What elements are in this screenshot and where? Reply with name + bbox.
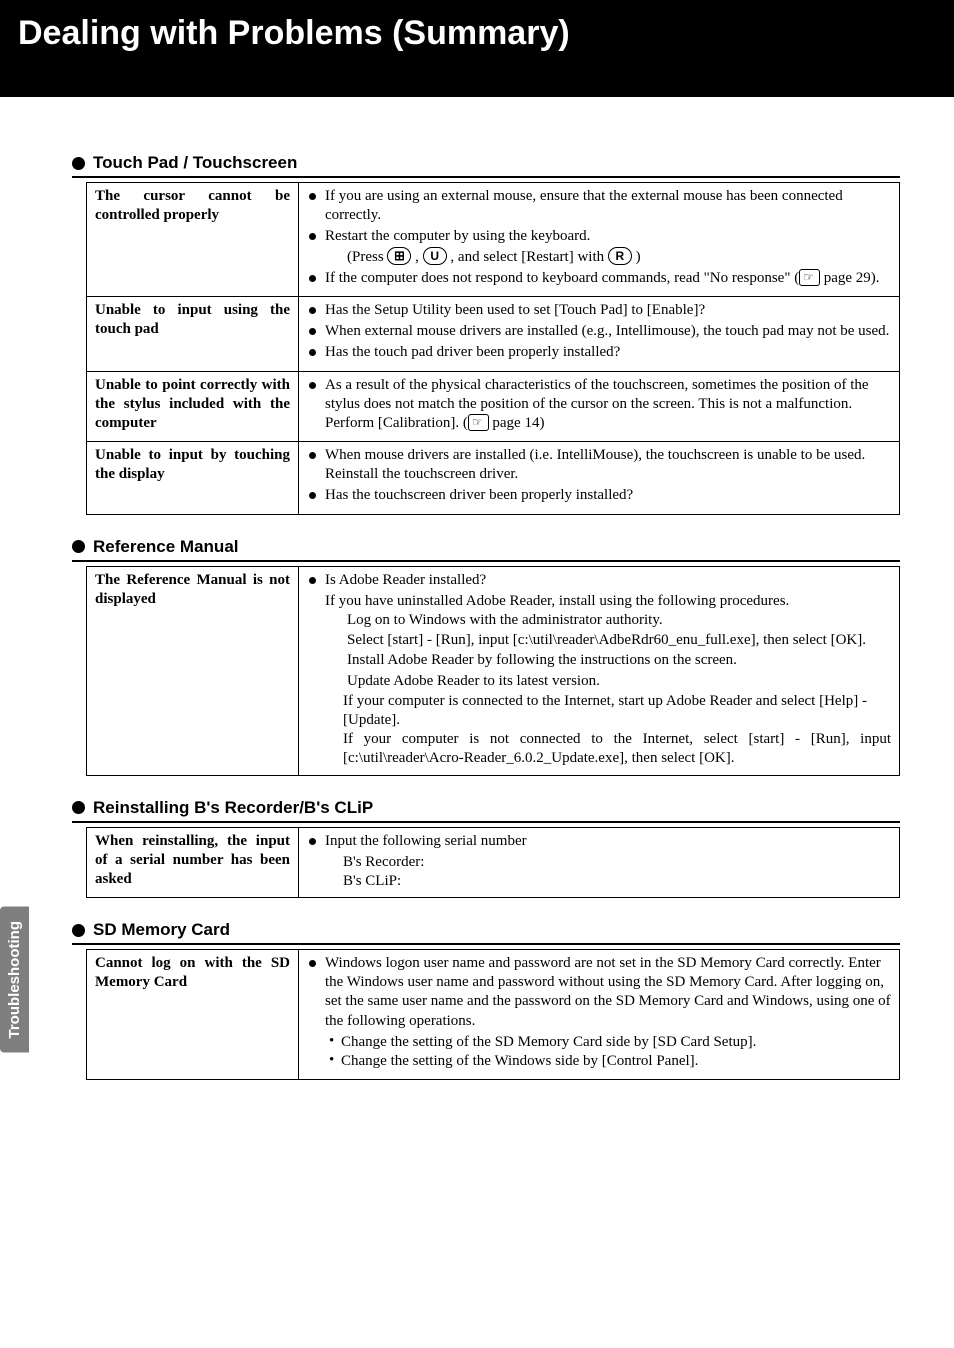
step-list: Log on to Windows with the administrator… xyxy=(307,611,891,691)
row-label: Unable to input using the touch pad xyxy=(87,296,299,371)
row-content: As a result of the physical characterist… xyxy=(299,371,900,442)
page-ref-icon xyxy=(468,414,489,431)
section-heading-label: SD Memory Card xyxy=(93,920,230,940)
row-content: When mouse drivers are installed (i.e. I… xyxy=(299,442,900,515)
row-content: Is Adobe Reader installed? If you have u… xyxy=(299,566,900,775)
list-item: Has the touchscreen driver been properly… xyxy=(307,486,891,505)
row-content: If you are using an external mouse, ensu… xyxy=(299,183,900,297)
sub-item: Change the setting of the Windows side b… xyxy=(325,1052,891,1071)
list-item: Input the following serial number xyxy=(307,832,891,851)
list-item: Has the touch pad driver been properly i… xyxy=(307,343,891,362)
content-area: Troubleshooting Touch Pad / Touchscreen … xyxy=(0,97,954,1110)
row-label: Unable to point correctly with the stylu… xyxy=(87,371,299,442)
windows-key-icon xyxy=(387,247,411,265)
section-heading-label: Touch Pad / Touchscreen xyxy=(93,153,297,173)
table-row: Unable to input using the touch pad Has … xyxy=(87,296,900,371)
list-item: Has the Setup Utility been used to set [… xyxy=(307,301,891,320)
title-bar: Dealing with Problems (Summary) xyxy=(0,0,954,97)
row-label: Unable to input by touching the display xyxy=(87,442,299,515)
list-item: As a result of the physical characterist… xyxy=(307,376,891,434)
section-heading-label: Reference Manual xyxy=(93,537,239,557)
section-heading-sdcard: SD Memory Card xyxy=(72,920,900,945)
item-text: Restart the computer by using the keyboa… xyxy=(325,228,590,244)
serial-line: B's CLiP: xyxy=(307,872,891,891)
item-text: Windows logon user name and password are… xyxy=(325,955,891,1029)
bullet-icon xyxy=(72,540,85,553)
sdcard-table: Cannot log on with the SD Memory Card Wi… xyxy=(86,949,900,1080)
cont-text: If your computer is connected to the Int… xyxy=(307,692,891,730)
step-item: Select [start] - [Run], input [c:\util\r… xyxy=(325,631,891,650)
intro-text: If you have uninstalled Adobe Reader, in… xyxy=(307,592,891,611)
section-heading-refman: Reference Manual xyxy=(72,537,900,562)
row-content: Has the Setup Utility been used to set [… xyxy=(299,296,900,371)
bullet-icon xyxy=(72,157,85,170)
step-item: Log on to Windows with the administrator… xyxy=(325,611,891,630)
cont-text: If your computer is not connected to the… xyxy=(307,730,891,768)
row-label: The cursor cannot be controlled properly xyxy=(87,183,299,297)
side-tab-troubleshooting: Troubleshooting xyxy=(0,907,29,1053)
row-label: When reinstalling, the input of a serial… xyxy=(87,827,299,898)
row-content: Windows logon user name and password are… xyxy=(299,950,900,1080)
table-row: The Reference Manual is not displayed Is… xyxy=(87,566,900,775)
table-row: Unable to input by touching the display … xyxy=(87,442,900,515)
page-title: Dealing with Problems (Summary) xyxy=(18,14,954,53)
serial-line: B's Recorder: xyxy=(307,853,891,872)
touchpad-table: The cursor cannot be controlled properly… xyxy=(86,182,900,515)
key-u: U xyxy=(423,247,447,265)
sub-item: Change the setting of the SD Memory Card… xyxy=(325,1033,891,1052)
row-label: The Reference Manual is not displayed xyxy=(87,566,299,775)
section-heading-label: Reinstalling B's Recorder/B's CLiP xyxy=(93,798,373,818)
bullet-icon xyxy=(72,924,85,937)
list-item: When external mouse drivers are installe… xyxy=(307,322,891,341)
list-item: If you are using an external mouse, ensu… xyxy=(307,187,891,225)
row-label: Cannot log on with the SD Memory Card xyxy=(87,950,299,1080)
refman-table: The Reference Manual is not displayed Is… xyxy=(86,566,900,776)
list-item: Is Adobe Reader installed? xyxy=(307,571,891,590)
step-item: Install Adobe Reader by following the in… xyxy=(325,651,891,670)
list-item: Restart the computer by using the keyboa… xyxy=(307,227,891,266)
step-item: Update Adobe Reader to its latest versio… xyxy=(325,672,891,691)
row-content: Input the following serial number B's Re… xyxy=(299,827,900,898)
list-item: When mouse drivers are installed (i.e. I… xyxy=(307,446,891,484)
list-item: Windows logon user name and password are… xyxy=(307,954,891,1071)
table-row: Cannot log on with the SD Memory Card Wi… xyxy=(87,950,900,1080)
item-sub: (Press , U , and select [Restart] with R… xyxy=(325,247,891,267)
table-row: The cursor cannot be controlled properly… xyxy=(87,183,900,297)
list-item: If the computer does not respond to keyb… xyxy=(307,269,891,288)
bullet-icon xyxy=(72,801,85,814)
key-r: R xyxy=(608,247,632,265)
section-heading-reinstall: Reinstalling B's Recorder/B's CLiP xyxy=(72,798,900,823)
table-row: When reinstalling, the input of a serial… xyxy=(87,827,900,898)
page-ref-icon xyxy=(799,269,820,286)
table-row: Unable to point correctly with the stylu… xyxy=(87,371,900,442)
reinstall-table: When reinstalling, the input of a serial… xyxy=(86,827,900,899)
section-heading-touchpad: Touch Pad / Touchscreen xyxy=(72,153,900,178)
